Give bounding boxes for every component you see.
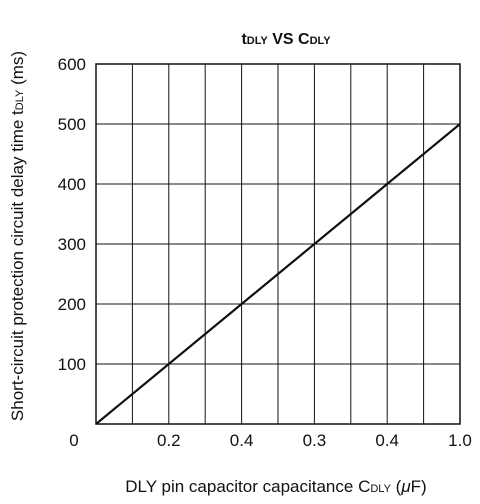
y-axis-label: Short-circuit protection circuit delay t… [8,51,27,421]
y-tick-label: 200 [58,295,86,314]
grid [96,64,460,424]
chart-title: tDLY VS CDLY [241,31,331,48]
y-tick-label: 300 [58,235,86,254]
x-tick-label: 0.4 [375,431,399,450]
x-tick-label: 1.0 [448,431,472,450]
y-tick-label: 100 [58,355,86,374]
series-line [95,123,461,425]
x-tick-labels: 0 0.2 0.4 0.3 0.4 1.0 [69,431,472,450]
x-tick-label: 0.4 [230,431,254,450]
y-tick-labels: 100 200 300 400 500 600 [58,55,86,374]
y-tick-label: 500 [58,115,86,134]
y-tick-label: 400 [58,175,86,194]
series-layer [95,123,461,425]
x-tick-label: 0.3 [303,431,327,450]
x-tick-label: 0.2 [157,431,181,450]
x-axis-label: DLY pin capacitor capacitance CDLY (μF) [125,477,426,496]
x-tick-label: 0 [69,431,78,450]
plot-frame [95,63,461,425]
y-tick-label: 600 [58,55,86,74]
